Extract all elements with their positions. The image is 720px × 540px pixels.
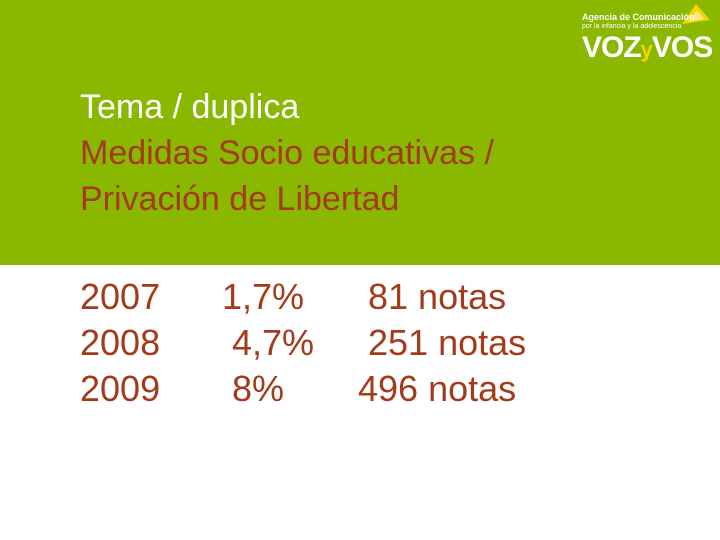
data-row-2007: 2007 1,7% 81 notas <box>80 276 680 322</box>
vozyvos-logo: Agencia de Comunicación por la infancia … <box>582 4 713 68</box>
logo-yellow-shape-icon <box>682 4 710 24</box>
row-notes: 251 notas <box>368 322 527 363</box>
slide-title: Tema / duplica Medidas Socio educativas … <box>80 84 494 222</box>
row-year: 2008 <box>80 322 161 363</box>
row-percent: 1,7% <box>222 276 305 317</box>
row-percent: 8% <box>232 368 285 409</box>
data-row-2008: 2008 4,7% 251 notas <box>80 322 680 368</box>
logo-wordmark: VOZyVOS <box>582 31 713 65</box>
row-notes: 496 notas <box>358 368 517 409</box>
row-year: 2009 <box>80 368 161 409</box>
logo-word-vos: VOS <box>651 31 713 64</box>
logo-tagline-text: por la infancia y la adolescencia <box>582 23 682 30</box>
header-banner: Agencia de Comunicación por la infancia … <box>0 0 720 265</box>
row-percent: 4,7% <box>232 322 315 363</box>
title-subtitle-line1: Medidas Socio educativas / <box>80 134 494 172</box>
row-notes: 81 notas <box>368 276 507 317</box>
data-row-2009: 2009 8% 496 notas <box>80 368 680 414</box>
title-main: Tema / duplica <box>80 88 300 126</box>
logo-agency-text: Agencia de Comunicación <box>582 12 695 22</box>
row-year: 2007 <box>80 276 161 317</box>
logo-word-voz: VOZ <box>582 31 642 64</box>
logo-word-y: y <box>640 37 653 62</box>
title-subtitle-line2: Privación de Libertad <box>80 180 400 218</box>
